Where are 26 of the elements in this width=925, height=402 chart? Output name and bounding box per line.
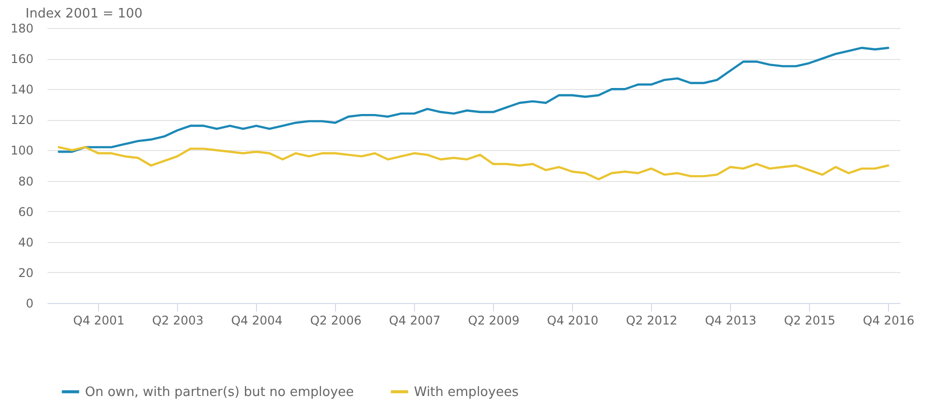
x-tick-label: Q4 2004: [231, 314, 283, 328]
y-tick-label: 60: [18, 204, 34, 219]
legend-label: On own, with partner(s) but no employee: [85, 384, 354, 400]
line-series: [58, 146, 890, 180]
y-tick-label: 160: [10, 52, 34, 66]
y-tick-label: 40: [18, 235, 34, 250]
y-tick-label: 100: [10, 144, 34, 158]
x-tick-label: Q4 2001: [73, 314, 125, 328]
x-tick-label: Q2 2009: [468, 314, 520, 328]
x-tick-label: Q2 2003: [152, 314, 204, 328]
y-axis-title: Index 2001 = 100: [26, 6, 142, 22]
legend-label: With employees: [414, 384, 519, 400]
x-tick-label: Q2 2006: [310, 314, 362, 328]
y-tick-label: 80: [18, 174, 34, 188]
x-tick-label: Q2 2012: [626, 314, 678, 328]
y-tick-label: 140: [10, 82, 34, 97]
x-tick-label: Q4 2013: [704, 314, 756, 328]
x-tick-label: Q4 2007: [389, 314, 440, 328]
y-tick-label: 120: [10, 113, 34, 128]
x-tick-label: Q2 2015: [784, 314, 836, 328]
line-series: [58, 46, 890, 153]
y-tick-label: 180: [10, 22, 34, 36]
x-tick-label: Q4 2010: [547, 314, 598, 328]
x-tick-label: Q4 2016: [862, 314, 914, 328]
y-tick-label: 20: [18, 266, 34, 280]
y-tick-label: 0: [26, 296, 34, 310]
